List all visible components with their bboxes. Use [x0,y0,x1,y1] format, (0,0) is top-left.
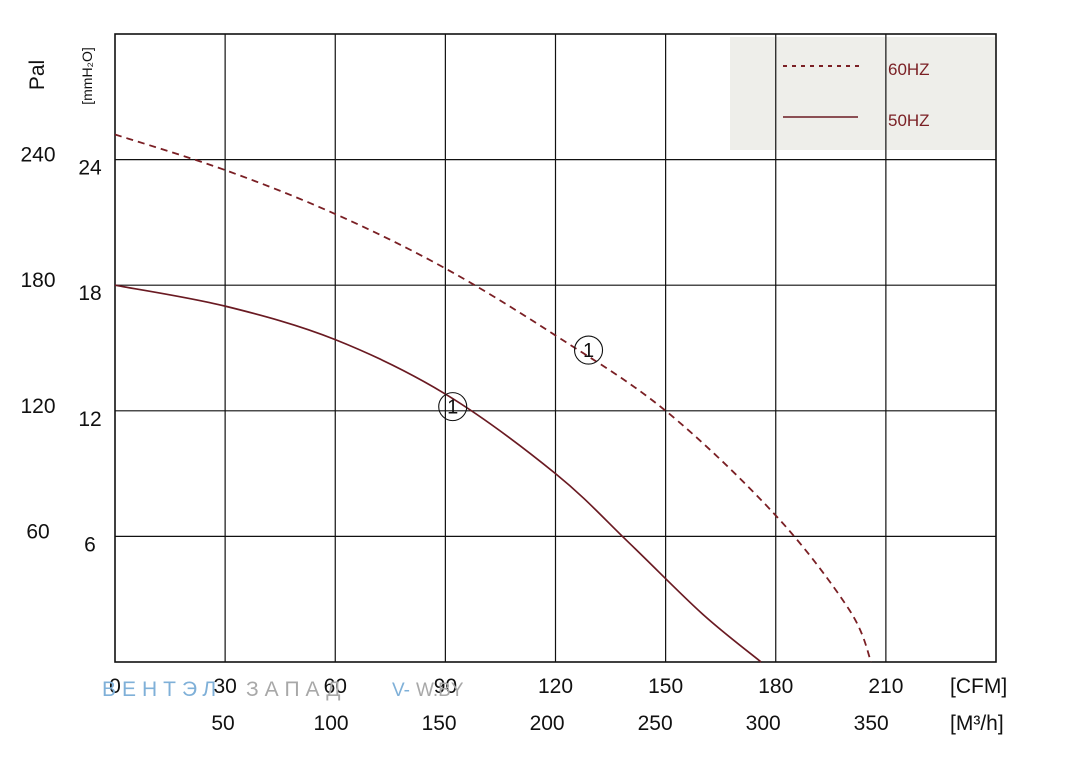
y-tick-label-pa: 60 [26,520,49,543]
x-tick-label-m3h: 50 [211,712,234,735]
x-tick-label-m3h: 200 [530,712,565,735]
tick-labels: 0 30 60 90 120 150 180 210 50 100 150 200 250 300 350 6… [20,144,903,735]
watermark-part3: V- [392,680,410,701]
watermark-part2: ЗАПАД [246,678,346,701]
plot-border [114,33,997,663]
legend: 60HZ 50HZ [783,60,930,130]
y-tick-label-mmh2o: 12 [78,408,101,431]
y-unit-inner-label: [mmH₂O] [79,47,95,105]
annotation-circle [438,392,468,422]
x-tick-label-cfm: 210 [868,675,903,698]
x-tick-label-cfm: 30 [213,675,236,698]
watermark-part1: ВЕНТЭЛ [102,678,222,701]
x-tick-label-cfm: 180 [758,675,793,698]
grid [115,34,996,662]
y-tick-label-pa: 180 [20,269,55,292]
x-tick-label-cfm: 120 [538,675,573,698]
x-tick-label-cfm: 150 [648,675,683,698]
x-tick-label-m3h: 100 [314,712,349,735]
x-unit-primary-label: [CFM] [950,675,1007,698]
watermark-part4: W.BY [416,680,464,701]
y-tick-label-pa: 240 [20,144,55,167]
annotation-label: 1 [447,397,458,419]
annotation-label: 1 [583,340,594,362]
y-tick-label-mmh2o: 6 [84,533,96,556]
legend-50hz-label: 50HZ [888,111,930,130]
watermark: ВЕНТЭЛ ЗАПАД V- W.BY [102,678,464,701]
plot-frame [114,33,997,663]
annotations: 11 [438,335,604,422]
x-tick-label-cfm: 0 [109,675,121,698]
x-tick-label-cfm: 90 [434,675,457,698]
annotation-circle [573,335,604,365]
legend-background [730,37,996,150]
x-tick-label-cfm: 60 [324,675,347,698]
x-tick-label-m3h: 250 [638,712,673,735]
x-tick-label-m3h: 150 [422,712,457,735]
x-tick-label-m3h: 300 [746,712,781,735]
legend-60hz-label: 60HZ [888,60,930,79]
series-lines [114,133,873,663]
y-tick-label-pa: 120 [20,395,55,418]
series-line-50hz [114,284,762,663]
x-unit-secondary-label: [M³/h] [950,712,1004,735]
y-tick-label-mmh2o: 24 [78,157,102,180]
y-unit-outer-label: Pal [26,60,49,90]
y-tick-label-mmh2o: 18 [78,282,101,305]
x-tick-label-m3h: 350 [854,712,889,735]
series-line-60hz [114,133,873,663]
